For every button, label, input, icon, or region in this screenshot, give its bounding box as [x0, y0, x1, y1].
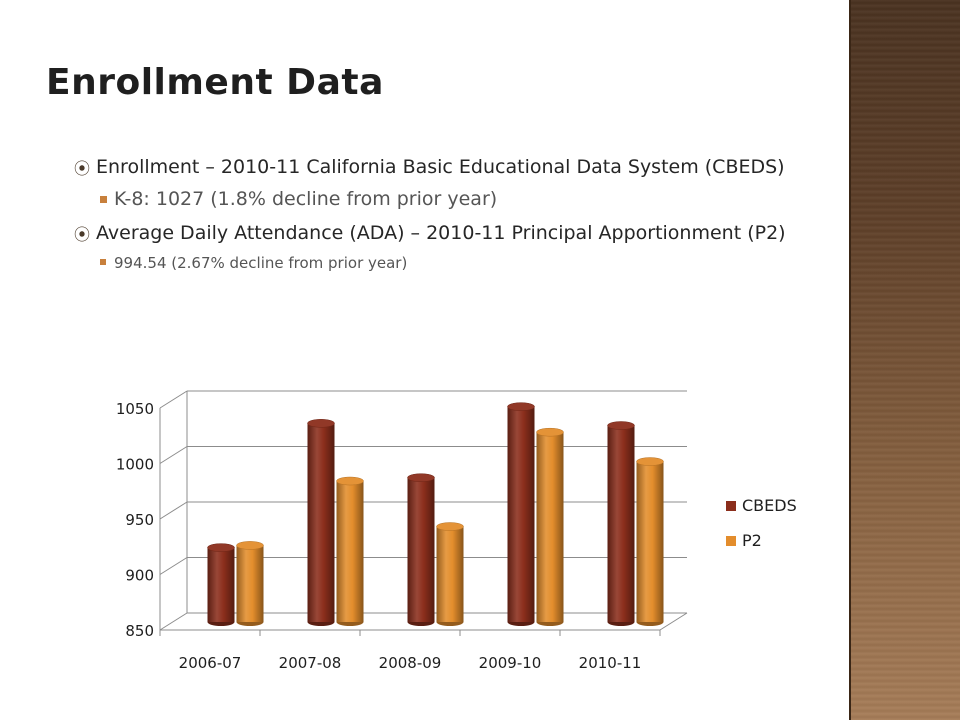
legend-swatch-cbeds: [726, 501, 736, 511]
y-tick-label: 850: [125, 622, 154, 640]
side-panel-edge: [849, 0, 851, 720]
bar-cbeds-top: [207, 543, 235, 552]
legend-label-p2: P2: [742, 531, 762, 550]
x-tick-label: 2009-10: [479, 654, 542, 672]
x-tick-label: 2006-07: [179, 654, 242, 672]
bullet-ada: ⦿ Average Daily Attendance (ADA) – 2010-…: [74, 221, 794, 245]
bullet-list: ⦿ Enrollment – 2010-11 California Basic …: [74, 155, 794, 283]
bar-p2-2010-11: [636, 461, 664, 622]
y-tick-label: 1050: [116, 400, 154, 418]
bar-cbeds-2006-07: [207, 547, 235, 622]
bar-p2-2008-09: [436, 526, 464, 622]
depth-gridline: [159, 390, 188, 409]
bar-cbeds-2007-08: [307, 423, 335, 622]
depth-gridline: [159, 557, 188, 575]
bar-cbeds-2009-10: [507, 406, 535, 622]
decorative-side-panel: [849, 0, 960, 720]
legend-label-cbeds: CBEDS: [742, 496, 797, 515]
sub-bullet-ada-text: 994.54 (2.67% decline from prior year): [114, 254, 408, 272]
bar-p2-2007-08: [336, 481, 364, 622]
square-bullet-icon: [100, 196, 107, 203]
bar-p2-top: [436, 522, 464, 531]
y-tick-label: 950: [125, 511, 154, 529]
bullet-enrollment-text: Enrollment – 2010-11 California Basic Ed…: [96, 156, 785, 178]
square-bullet-icon: [100, 259, 106, 265]
bar-cbeds-top: [407, 473, 435, 482]
bullet-ada-text: Average Daily Attendance (ADA) – 2010-11…: [96, 222, 786, 244]
x-tick-label: 2008-09: [379, 654, 442, 672]
bar-cbeds-top: [507, 402, 535, 411]
bar-p2-2006-07: [236, 545, 264, 622]
floor-edge: [659, 612, 688, 631]
depth-gridline: [159, 446, 188, 464]
bar-cbeds-top: [607, 421, 635, 430]
circle-bullet-icon: ⦿: [74, 159, 91, 178]
bar-cbeds-2008-09: [407, 477, 435, 622]
sub-bullet-enrollment-text: K-8: 1027 (1.8% decline from prior year): [114, 188, 498, 210]
sub-bullet-ada: 994.54 (2.67% decline from prior year): [74, 253, 794, 273]
sub-bullet-enrollment: K-8: 1027 (1.8% decline from prior year): [74, 187, 794, 211]
depth-gridline: [159, 612, 188, 631]
bar-p2-top: [536, 427, 564, 437]
y-tick-label: 900: [125, 567, 154, 585]
x-tick-label: 2007-08: [279, 654, 342, 672]
circle-bullet-icon: ⦿: [74, 225, 91, 244]
depth-gridline: [159, 501, 188, 520]
slide-title: Enrollment Data: [46, 62, 384, 103]
bar-cbeds-top: [307, 419, 335, 428]
y-tick-label: 1000: [116, 456, 154, 474]
bar-p2-2009-10: [536, 432, 564, 622]
legend-swatch-p2: [726, 536, 736, 546]
bar-p2-top: [236, 541, 264, 550]
x-tick-label: 2010-11: [579, 654, 642, 672]
bar-cbeds-2010-11: [607, 425, 635, 622]
bar-p2-top: [336, 476, 364, 486]
bullet-enrollment: ⦿ Enrollment – 2010-11 California Basic …: [74, 155, 794, 179]
bar-p2-top: [636, 457, 664, 466]
